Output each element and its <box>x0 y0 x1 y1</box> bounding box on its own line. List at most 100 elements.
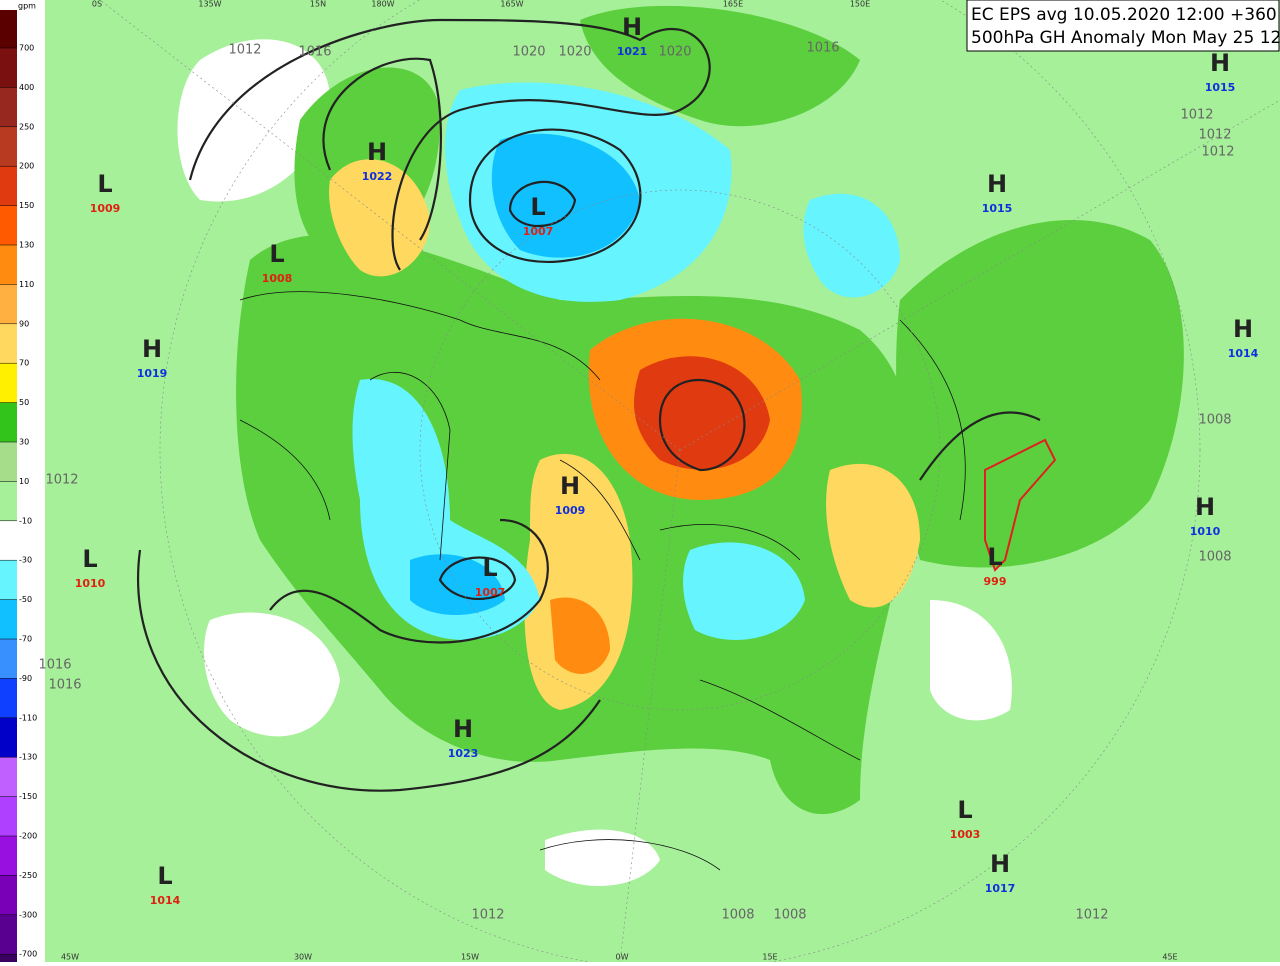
isobar-label: 1012 <box>1201 145 1234 160</box>
system-pressure: 1022 <box>362 170 393 183</box>
colorbar-swatch <box>0 560 17 601</box>
colorbar-label: 400 <box>19 83 34 92</box>
meridian-label: 0W <box>616 953 629 962</box>
graticule <box>99 0 1280 966</box>
colorbar-swatch <box>0 323 17 365</box>
colorbar-swatch <box>0 126 17 168</box>
colorbar-label: 200 <box>19 162 34 171</box>
system-letter: L <box>530 193 545 221</box>
system-pressure: 1008 <box>262 272 293 285</box>
meridian-label: 0S <box>92 0 102 9</box>
isobar-label: 1016 <box>38 658 71 673</box>
colorbar-label: -300 <box>19 910 37 919</box>
meridian-label: 135W <box>198 0 221 9</box>
isobar-label: 1012 <box>228 43 261 58</box>
system-pressure: 1009 <box>90 202 121 215</box>
system-letter: H <box>142 335 162 363</box>
system-pressure: 1014 <box>150 894 181 907</box>
isobar-label: 1012 <box>1198 128 1231 143</box>
system-letter: H <box>1195 493 1215 521</box>
anomaly-fields <box>177 5 1184 887</box>
system-pressure: 1015 <box>1205 81 1236 94</box>
colorbar-label: -90 <box>19 674 32 683</box>
system-letter: L <box>82 545 97 573</box>
system-pressure: 1019 <box>137 367 168 380</box>
colorbar-swatch <box>0 442 17 483</box>
system-pressure: 1010 <box>75 577 106 590</box>
header-line: 500hPa GH Anomaly Mon May 25 12h <box>971 28 1280 48</box>
system-letter: H <box>1210 49 1230 77</box>
colorbar-swatch <box>0 402 17 443</box>
system-pressure: 1007 <box>523 225 554 238</box>
system-letter: L <box>269 240 284 268</box>
system-letter: H <box>987 170 1007 198</box>
colorbar-label: 110 <box>19 280 34 289</box>
colorbar-swatch <box>0 284 17 325</box>
system-pressure: 999 <box>984 575 1007 588</box>
system-letter: L <box>157 862 172 890</box>
meridian-label: 165W <box>500 0 523 9</box>
isobar-label: 1016 <box>806 41 839 56</box>
colorbar-swatch <box>0 954 17 966</box>
colorbar-label: -700 <box>19 950 37 959</box>
isobar-label: 1016 <box>48 678 81 693</box>
colorbar-unit: gpm <box>18 2 36 11</box>
isobar-label: 1012 <box>1180 108 1213 123</box>
isobar-label: 1012 <box>471 908 504 923</box>
system-pressure: 1007 <box>475 586 506 599</box>
colorbar-label: -110 <box>19 713 37 722</box>
colorbar-label: 10 <box>19 477 29 486</box>
system-letter: H <box>560 472 580 500</box>
isobar-label: 1008 <box>1198 413 1231 428</box>
system-pressure: 1023 <box>448 747 479 760</box>
system-letter: L <box>987 543 1002 571</box>
colorbar-label: 90 <box>19 319 29 328</box>
colorbar: gpm 700 400 250 200 150 130 110 90 70 50 30 10 -10 -30… <box>0 2 37 966</box>
coastlines <box>239 291 966 871</box>
colorbar-swatch <box>0 599 17 640</box>
system-letter: H <box>453 715 473 743</box>
system-pressure: 1009 <box>555 504 586 517</box>
colorbar-label: 30 <box>19 438 29 447</box>
system-pressure: 1003 <box>950 828 981 841</box>
colorbar-swatch <box>0 10 17 51</box>
isobar-label: 1020 <box>658 45 691 60</box>
colorbar-swatch <box>0 836 17 877</box>
colorbar-swatch <box>0 205 17 246</box>
system-letter: H <box>622 13 642 41</box>
colorbar-label: -30 <box>19 556 32 565</box>
colorbar-label: -150 <box>19 792 37 801</box>
colorbar-swatch <box>0 363 17 404</box>
isobar-label: 1012 <box>45 473 78 488</box>
system-letter: L <box>482 554 497 582</box>
header-line: EC EPS avg 10.05.2020 12:00 +360 h <box>971 5 1280 25</box>
colorbar-swatch <box>0 757 17 798</box>
system-letter: H <box>1233 315 1253 343</box>
colorbar-label: 700 <box>19 44 34 53</box>
system-pressure: 1021 <box>617 45 648 58</box>
colorbar-label: -70 <box>19 635 32 644</box>
meridian-label: 150E <box>850 0 870 9</box>
colorbar-swatch <box>0 166 17 207</box>
isobar-label: 1012 <box>1075 908 1108 923</box>
labels: H 1021 L 1009 H 1022 L 1007 L 1008 H 1019 H 1015 H 1015… <box>38 0 1258 962</box>
meridian-label: 30W <box>294 953 312 962</box>
isobar-label: 1020 <box>558 45 591 60</box>
colorbar-swatch <box>0 245 17 286</box>
meridian-label: 15E <box>762 953 777 962</box>
colorbar-label: 250 <box>19 122 34 131</box>
isobar-label: 1016 <box>298 45 331 60</box>
meridian-label: 15W <box>461 953 479 962</box>
colorbar-label: 70 <box>19 359 29 368</box>
meridian-label: 45E <box>1162 953 1177 962</box>
isobar-label: 1008 <box>1198 550 1231 565</box>
colorbar-swatch <box>0 87 17 128</box>
system-letter: L <box>97 170 112 198</box>
colorbar-label: -10 <box>19 516 32 525</box>
colorbar-label: -50 <box>19 595 32 604</box>
meridian-label: 15N <box>310 0 326 9</box>
colorbar-label: 50 <box>19 398 29 407</box>
colorbar-label: -200 <box>19 832 37 841</box>
colorbar-swatch <box>0 639 17 680</box>
